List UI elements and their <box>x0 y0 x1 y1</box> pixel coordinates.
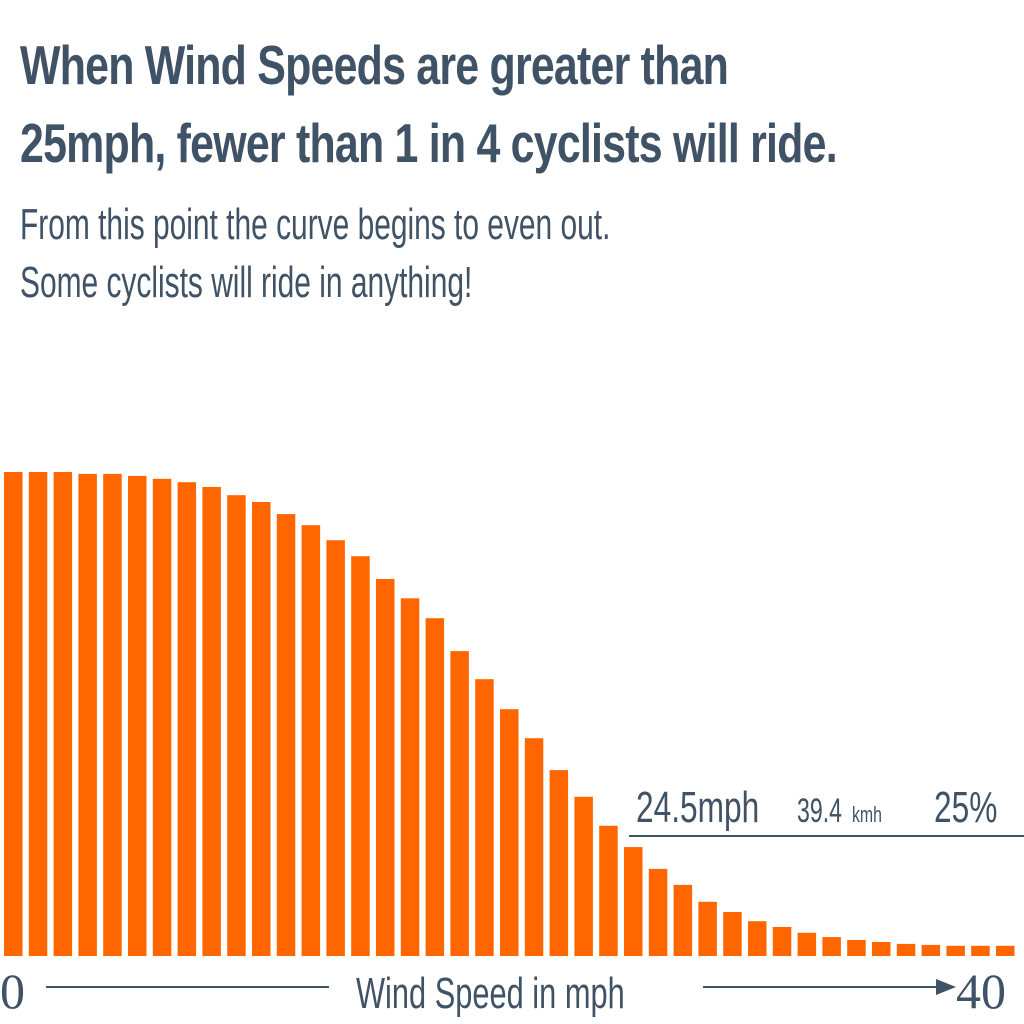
bar-11mph <box>276 514 296 956</box>
bar-19mph <box>475 679 494 956</box>
bar-21mph <box>524 738 544 956</box>
title-line-1: When Wind Speeds are greater than <box>20 34 729 96</box>
bar-4mph <box>103 473 122 956</box>
bar-24mph <box>599 825 618 956</box>
bar-31mph <box>772 927 792 956</box>
bar-15mph <box>376 579 395 956</box>
bar-3mph <box>78 473 97 956</box>
bar-1mph <box>28 472 48 956</box>
arrow-right-icon <box>936 979 956 995</box>
bar-17mph <box>425 618 445 956</box>
bar-8mph <box>202 487 221 956</box>
bar-5mph <box>128 475 147 956</box>
bar-29mph <box>723 912 742 956</box>
bar-2mph <box>53 472 73 956</box>
bar-36mph <box>896 943 916 956</box>
bar-22mph <box>549 770 569 956</box>
x-axis: 0 Wind Speed in mph 40 <box>0 963 1006 1019</box>
bar-37mph <box>921 944 941 956</box>
bar-23mph <box>574 796 593 956</box>
bar-38mph <box>946 945 965 956</box>
bar-10mph <box>252 502 271 956</box>
x-axis-max-label: 40 <box>956 963 1006 1019</box>
bar-20mph <box>500 709 519 956</box>
bar-32mph <box>797 932 817 956</box>
bar-28mph <box>698 901 717 956</box>
bars-group <box>4 472 1015 956</box>
annotation-speed-kmh: 39.4 <box>797 793 842 830</box>
bar-0mph <box>4 472 23 956</box>
bar-40mph <box>996 945 1015 956</box>
bar-6mph <box>152 478 172 956</box>
threshold-annotation: 24.5mph 39.4 kmh 25% <box>629 783 1024 837</box>
bar-25mph <box>624 847 643 956</box>
bar-30mph <box>748 921 767 956</box>
bar-7mph <box>177 482 197 956</box>
bar-18mph <box>450 651 469 956</box>
bar-27mph <box>673 884 693 956</box>
annotation-percent: 25% <box>934 783 997 832</box>
bar-16mph <box>400 598 420 956</box>
bar-34mph <box>847 940 866 956</box>
bar-39mph <box>971 945 990 956</box>
bar-14mph <box>351 556 370 956</box>
bar-12mph <box>301 525 321 956</box>
subtitle-line-2: Some cyclists will ride in anything! <box>20 258 473 307</box>
bar-35mph <box>872 942 891 956</box>
bar-13mph <box>326 540 345 956</box>
annotation-speed-mph: 24.5mph <box>636 783 759 832</box>
bar-33mph <box>822 937 841 956</box>
subtitle-line-1: From this point the curve begins to even… <box>20 200 611 249</box>
chart-title: When Wind Speeds are greater than 25mph,… <box>20 26 838 182</box>
chart-subtitle: From this point the curve begins to even… <box>20 196 610 312</box>
title-line-2: 25mph, fewer than 1 in 4 cyclists will r… <box>20 112 838 174</box>
annotation-kmh-unit: kmh <box>852 804 882 828</box>
x-axis-min-label: 0 <box>0 963 25 1019</box>
bar-26mph <box>648 868 668 956</box>
bar-9mph <box>227 495 246 956</box>
x-axis-title: Wind Speed in mph <box>356 970 625 1019</box>
